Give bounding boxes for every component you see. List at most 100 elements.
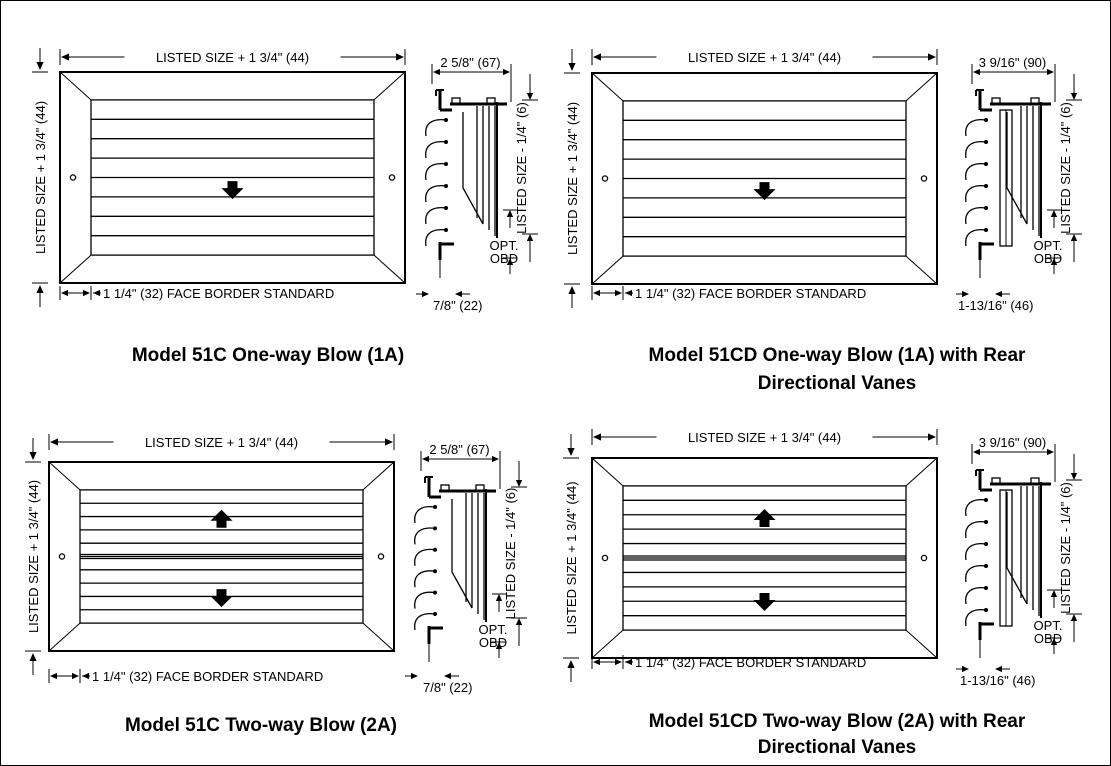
blade-pivot xyxy=(984,608,988,612)
width-label: LISTED SIZE + 1 3/4" (44) xyxy=(688,430,841,445)
blade-pivot xyxy=(984,564,988,568)
width-dimension: LISTED SIZE + 1 3/4" (44) xyxy=(591,49,938,65)
louver-blade-section xyxy=(425,228,447,247)
depth-label: 3 9/16" (90) xyxy=(979,435,1047,450)
border-dimension: 1 1/4" (32) FACE BORDER STANDARD xyxy=(59,286,334,301)
flange-dimension: 1-13/16" (46) xyxy=(956,665,1035,688)
obd-label: OBD xyxy=(1034,631,1062,646)
rail-clip xyxy=(440,484,450,492)
airflow-arrow-down xyxy=(753,182,776,201)
airflow-arrow-up xyxy=(210,509,233,528)
depth-dimension: 2 5/8" (67) xyxy=(431,55,512,102)
arrowhead xyxy=(593,658,600,666)
flange-upper xyxy=(438,90,452,112)
outer-frame xyxy=(591,72,938,285)
louver-blade-section xyxy=(965,542,987,561)
blade-pivot xyxy=(984,118,988,122)
frame-corner xyxy=(905,457,938,487)
height-dimension: LISTED SIZE + 1 3/4" (44) xyxy=(32,48,48,307)
screw-hole xyxy=(377,553,385,560)
blade-pivot xyxy=(984,184,988,188)
frame-corner xyxy=(373,254,406,284)
flange-upper xyxy=(978,90,992,112)
screw-hole xyxy=(69,174,77,181)
border-label: 1 1/4" (32) FACE BORDER STANDARD xyxy=(92,669,323,684)
louver-blade-section xyxy=(965,608,987,627)
arrowhead xyxy=(422,290,429,298)
height-label: LISTED SIZE + 1 3/4" (44) xyxy=(26,480,41,633)
blade-pivot xyxy=(433,526,437,531)
obd-callout: OPT.OBD xyxy=(1034,589,1062,654)
louver-blade-section xyxy=(414,548,436,566)
height-label: LISTED SIZE + 1 3/4" (44) xyxy=(564,481,579,634)
arrowhead xyxy=(615,289,622,297)
louver-blade-section xyxy=(414,527,436,545)
flange-dimension: 1-13/16" (46) xyxy=(956,290,1033,313)
blade-pivot xyxy=(984,228,988,232)
louver-blade-section xyxy=(965,184,987,203)
flange-lower xyxy=(438,242,454,260)
blade-pivot xyxy=(984,498,988,502)
arrowhead xyxy=(625,658,632,666)
frame-corner xyxy=(905,255,938,285)
height-dimension: LISTED SIZE + 1 3/4" (44) xyxy=(25,438,41,675)
arrowhead xyxy=(962,290,969,298)
blade-pivot xyxy=(984,520,988,524)
arrowhead xyxy=(29,452,37,460)
blade-pivot xyxy=(444,162,448,166)
airflow-arrow-down xyxy=(753,593,776,611)
depth-dimension: 3 9/16" (90) xyxy=(971,55,1056,102)
width-label: LISTED SIZE + 1 3/4" (44) xyxy=(688,50,841,65)
depth-label: 2 5/8" (67) xyxy=(440,55,500,70)
border-dimension: 1 1/4" (32) FACE BORDER STANDARD xyxy=(591,286,866,301)
frame-corner xyxy=(48,461,81,491)
arrowhead xyxy=(1047,68,1054,76)
arrowhead xyxy=(593,433,601,441)
arrowhead xyxy=(1070,234,1078,241)
blade-pivot xyxy=(984,542,988,546)
panels: LISTED SIZE + 1 3/4" (44) LISTED SIZE + 1… xyxy=(25,48,1082,758)
blade-pivot xyxy=(444,140,448,144)
side-dimension: LISTED SIZE - 1/4" (6) xyxy=(1058,454,1082,642)
side-label: LISTED SIZE - 1/4" (6) xyxy=(514,102,529,234)
side-label: LISTED SIZE - 1/4" (6) xyxy=(1058,102,1073,234)
flange-upper xyxy=(978,470,992,492)
arrowhead xyxy=(593,289,600,297)
airflow-arrow-down xyxy=(221,181,244,200)
arrowhead xyxy=(593,53,601,61)
side-label: LISTED SIZE - 1/4" (6) xyxy=(503,488,518,620)
height-dimension: LISTED SIZE + 1 3/4" (44) xyxy=(563,434,579,682)
arrowhead xyxy=(1050,590,1058,597)
louver-blade-section xyxy=(414,505,436,524)
grille-face xyxy=(591,457,938,659)
frame-corner xyxy=(591,72,624,102)
blade-pivot xyxy=(433,569,437,574)
panel-title-line2: Directional Vanes xyxy=(758,737,916,758)
opt-label: OPT. xyxy=(479,622,508,637)
arrowhead xyxy=(1050,638,1058,645)
opt-label: OPT. xyxy=(1034,238,1063,253)
grille-face xyxy=(59,71,406,284)
arrowhead xyxy=(83,289,90,297)
obd-callout: OPT.OBD xyxy=(479,593,508,658)
frame-corner xyxy=(48,622,81,652)
louver-blade-section xyxy=(965,140,987,159)
arrowhead xyxy=(433,68,440,76)
blade-pivot xyxy=(984,586,988,590)
screw-hole xyxy=(601,554,609,562)
arrowhead xyxy=(995,290,1002,298)
arrowhead xyxy=(1070,93,1078,100)
screw-hole xyxy=(601,175,609,182)
height-dimension: LISTED SIZE + 1 3/4" (44) xyxy=(564,49,580,308)
rail-clip xyxy=(991,97,1001,105)
frame-corner xyxy=(591,629,624,659)
louver-blade-section xyxy=(965,118,987,137)
blade-pivot xyxy=(433,505,437,509)
arrowhead xyxy=(1050,210,1058,217)
louver-blade-section xyxy=(425,206,447,225)
border-dimension: 1 1/4" (32) FACE BORDER STANDARD xyxy=(48,669,323,684)
flange-lower xyxy=(427,626,443,644)
height-label: LISTED SIZE + 1 3/4" (44) xyxy=(33,101,48,254)
blade-pivot xyxy=(444,206,448,210)
panel-title-line2: Directional Vanes xyxy=(758,373,916,394)
